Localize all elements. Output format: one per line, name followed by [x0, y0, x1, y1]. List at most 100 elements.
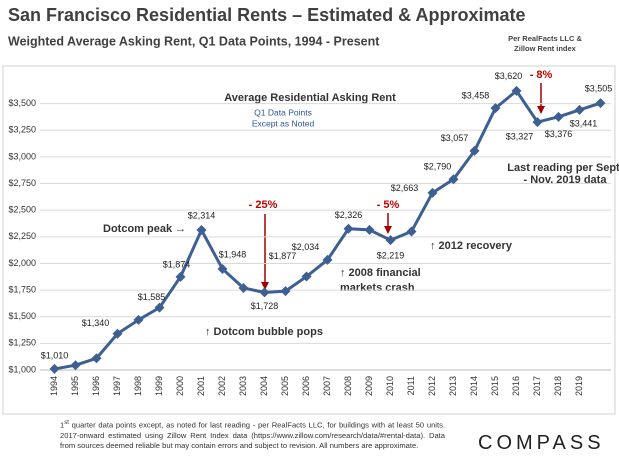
- annotation: - 5%: [377, 199, 400, 211]
- data-point: [49, 363, 60, 374]
- footnote-text: 1: [60, 420, 65, 430]
- annotation: Q1 Data Points: [254, 107, 312, 117]
- x-tick-label: 2019: [574, 376, 584, 396]
- data-point: [364, 224, 375, 235]
- x-tick-label: 2018: [553, 376, 563, 396]
- data-label: $1,874: [163, 259, 191, 269]
- x-tick-label: 1998: [133, 376, 143, 396]
- data-label: $1,948: [219, 249, 247, 259]
- data-point: [259, 287, 270, 298]
- x-tick-label: 1995: [70, 376, 80, 396]
- x-tick-label: 1997: [112, 376, 122, 396]
- data-label: $1,877: [269, 251, 297, 261]
- data-point: [196, 224, 207, 235]
- y-tick-label: $3,000: [8, 151, 36, 161]
- data-point: [301, 271, 312, 282]
- data-point: [343, 223, 354, 234]
- source-note: Zillow Rent index: [514, 44, 576, 53]
- data-point: [133, 314, 144, 325]
- data-label: $1,585: [138, 292, 166, 302]
- footnote-text: quarter data points except, as noted for…: [60, 420, 445, 450]
- arrow-head: [537, 106, 545, 114]
- data-label: $1,010: [41, 350, 69, 360]
- x-tick-label: 2007: [322, 376, 332, 396]
- data-label: $3,458: [462, 90, 490, 100]
- x-tick-label: 2017: [532, 376, 542, 396]
- data-label: $2,034: [292, 242, 320, 252]
- y-tick-label: $3,250: [8, 125, 36, 135]
- y-tick-label: $1,500: [8, 311, 36, 321]
- annotation: Except as Noted: [252, 118, 315, 128]
- annotation: ↑ 2012 recovery: [430, 240, 513, 252]
- x-tick-label: 2004: [259, 376, 269, 396]
- data-point: [385, 235, 396, 246]
- data-label: $2,314: [188, 210, 216, 220]
- data-point: [595, 98, 606, 109]
- x-tick-label: 2001: [196, 376, 206, 396]
- data-label: $2,663: [391, 183, 419, 193]
- data-point: [469, 145, 480, 156]
- chart: San Francisco Residential Rents – Estima…: [2, 5, 619, 415]
- data-label: $3,376: [545, 129, 573, 139]
- data-point: [427, 187, 438, 198]
- x-tick-label: 2012: [427, 376, 437, 396]
- data-point: [70, 360, 81, 371]
- data-point: [91, 353, 102, 364]
- data-label: $3,505: [585, 83, 613, 93]
- chart-title: San Francisco Residential Rents – Estima…: [8, 5, 525, 25]
- annotation: - 25%: [249, 199, 278, 211]
- data-label: $2,790: [424, 162, 452, 172]
- x-tick-label: 1996: [91, 376, 101, 396]
- data-label: $2,219: [377, 250, 405, 260]
- data-label: $1,340: [82, 318, 110, 328]
- x-tick-label: 2013: [448, 376, 458, 396]
- chart-frame: [2, 65, 616, 415]
- y-tick-label: $2,250: [8, 231, 36, 241]
- footnote-text: st: [64, 420, 69, 426]
- x-tick-label: 2003: [238, 376, 248, 396]
- source-note: Per RealFacts LLC &: [508, 34, 582, 43]
- y-tick-label: $2,000: [8, 258, 36, 268]
- y-tick-label: $2,750: [8, 178, 36, 188]
- x-tick-label: 1994: [49, 376, 59, 396]
- arrow-head: [384, 226, 392, 234]
- y-tick-label: $3,500: [8, 98, 36, 108]
- x-tick-label: 2014: [469, 376, 479, 396]
- y-tick-label: $1,750: [8, 284, 36, 294]
- chart-subtitle: Weighted Average Asking Rent, Q1 Data Po…: [8, 34, 380, 48]
- data-label: $1,728: [251, 301, 279, 311]
- x-tick-label: 2016: [511, 376, 521, 396]
- legend-title: Average Residential Asking Rent: [224, 92, 396, 104]
- brand-logo: COMPASS: [478, 432, 605, 454]
- data-label: $3,441: [570, 118, 598, 128]
- annotation: ↑ 2008 financial: [340, 267, 421, 279]
- y-tick-label: $2,500: [8, 205, 36, 215]
- data-point: [553, 111, 564, 122]
- x-tick-label: 2009: [364, 376, 374, 396]
- footnote: 1st quarter data points except, as noted…: [60, 418, 445, 451]
- x-tick-label: 2005: [280, 376, 290, 396]
- x-tick-label: 2015: [490, 376, 500, 396]
- data-point: [217, 263, 228, 274]
- data-label: $3,057: [441, 133, 469, 143]
- annotation: - Nov. 2019 data: [524, 174, 608, 186]
- data-label: $3,620: [495, 71, 523, 81]
- data-point: [112, 328, 123, 339]
- data-point: [511, 85, 522, 96]
- data-point: [322, 254, 333, 265]
- data-point: [280, 286, 291, 297]
- annotation: Dotcom peak →: [103, 223, 186, 235]
- data-point: [532, 117, 543, 128]
- x-tick-label: 2008: [343, 376, 353, 396]
- x-tick-label: 1999: [154, 376, 164, 396]
- x-tick-label: 2011: [406, 376, 416, 395]
- data-point: [448, 174, 459, 185]
- annotation: - 8%: [530, 69, 553, 81]
- data-point: [490, 103, 501, 114]
- annotation: markets crash: [340, 282, 415, 294]
- annotation: Last reading per Sept.: [507, 162, 619, 174]
- data-point: [238, 282, 249, 293]
- x-tick-label: 2010: [385, 376, 395, 396]
- x-tick-label: 2002: [217, 376, 227, 396]
